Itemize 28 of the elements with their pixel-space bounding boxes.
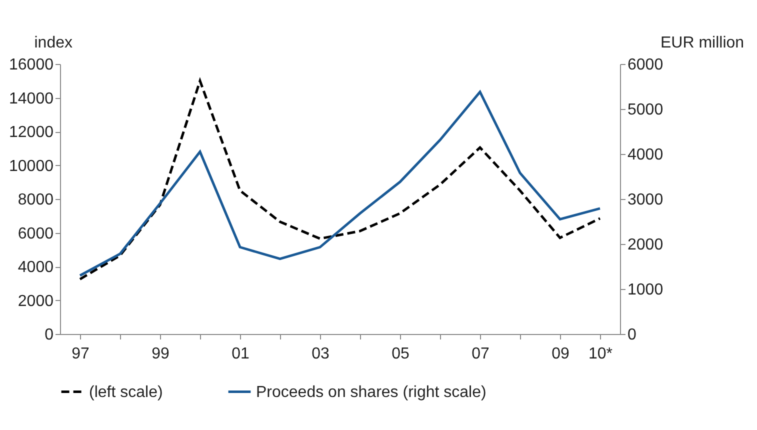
- y-axis-title: index: [34, 34, 72, 52]
- x-tick-label: 10*: [588, 346, 613, 362]
- legend-label: (left scale): [89, 384, 163, 401]
- y-tick-label: 6000: [18, 225, 54, 242]
- y-tick-label: 14000: [9, 90, 54, 108]
- y-tick-label: 10000: [9, 158, 54, 175]
- y-tick-label: 8000: [18, 192, 54, 208]
- y2-tick-label: 4000: [628, 146, 664, 164]
- y-tick-label: 4000: [18, 259, 54, 276]
- x-tick-label: 03: [312, 346, 330, 362]
- y-tick-label: 16000: [9, 56, 54, 74]
- y2-axis-title: EUR million: [660, 34, 744, 52]
- y-tick-label: 12000: [9, 124, 54, 141]
- x-tick-label: 05: [392, 346, 410, 362]
- legend-label: Proceeds on shares (right scale): [256, 384, 486, 401]
- x-tick-label: 07: [472, 346, 490, 362]
- y2-tick-label: 0: [628, 326, 636, 344]
- y2-tick-label: 5000: [628, 102, 664, 118]
- x-tick-label: 99: [152, 346, 170, 362]
- x-tick-label: 01: [232, 346, 250, 362]
- y2-tick-label: 1000: [628, 282, 664, 298]
- y2-tick-label: 2000: [628, 236, 664, 254]
- y2-tick-label: 3000: [628, 192, 664, 208]
- y2-tick-label: 6000: [628, 56, 664, 74]
- y-tick-label: 0: [44, 326, 54, 344]
- x-tick-label: 09: [552, 346, 570, 362]
- y-tick-label: 2000: [18, 292, 54, 310]
- x-tick-label: 97: [72, 346, 90, 362]
